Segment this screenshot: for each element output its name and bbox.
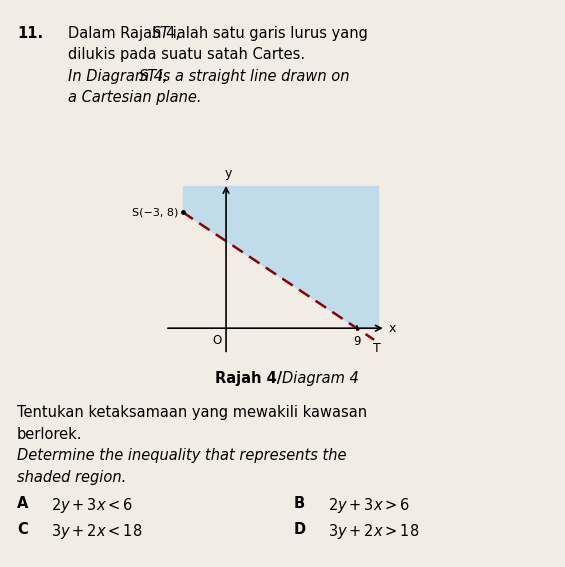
Text: Determine the inequality that represents the: Determine the inequality that represents… <box>17 448 346 463</box>
Text: B: B <box>294 496 305 511</box>
Text: $2y + 3x < 6$: $2y + 3x < 6$ <box>51 496 133 515</box>
Text: is a straight line drawn on: is a straight line drawn on <box>154 69 349 83</box>
Text: 9: 9 <box>353 336 360 349</box>
Text: A: A <box>17 496 28 511</box>
Text: T: T <box>373 342 380 355</box>
Text: y: y <box>224 167 232 180</box>
Text: $3y + 2x > 18$: $3y + 2x > 18$ <box>328 522 419 541</box>
Text: O: O <box>212 334 221 347</box>
Polygon shape <box>182 186 379 328</box>
Text: $2y + 3x > 6$: $2y + 3x > 6$ <box>328 496 410 515</box>
Text: ialah satu garis lurus yang: ialah satu garis lurus yang <box>168 26 368 40</box>
Text: berlorek.: berlorek. <box>17 427 82 442</box>
Text: In Diagram 4,: In Diagram 4, <box>68 69 172 83</box>
Text: C: C <box>17 522 28 537</box>
Text: shaded region.: shaded region. <box>17 470 126 485</box>
Text: dilukis pada suatu satah Cartes.: dilukis pada suatu satah Cartes. <box>68 47 305 62</box>
Text: Diagram 4: Diagram 4 <box>282 371 359 386</box>
Text: Tentukan ketaksamaan yang mewakili kawasan: Tentukan ketaksamaan yang mewakili kawas… <box>17 405 367 420</box>
Text: Dalam Rajah 4,: Dalam Rajah 4, <box>68 26 184 40</box>
Text: D: D <box>294 522 306 537</box>
Text: 11.: 11. <box>17 26 43 40</box>
Text: ST: ST <box>151 26 170 40</box>
Text: Rajah 4/: Rajah 4/ <box>215 371 282 386</box>
Text: S(−3, 8): S(−3, 8) <box>132 207 178 217</box>
Text: a Cartesian plane.: a Cartesian plane. <box>68 90 201 105</box>
Text: $3y + 2x < 18$: $3y + 2x < 18$ <box>51 522 142 541</box>
Text: ST: ST <box>139 69 157 83</box>
Text: x: x <box>389 321 396 335</box>
